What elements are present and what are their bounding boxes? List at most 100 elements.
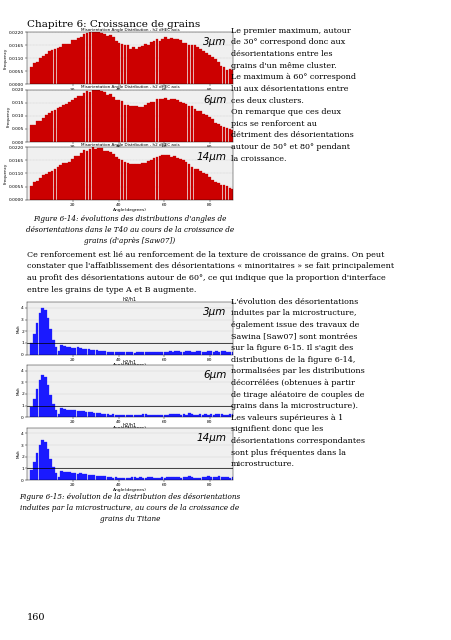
Bar bbox=[193, 109, 196, 142]
Bar bbox=[155, 415, 157, 417]
Bar bbox=[190, 352, 193, 355]
Bar bbox=[215, 351, 217, 355]
Bar bbox=[131, 352, 133, 355]
Bar bbox=[202, 51, 204, 84]
Bar bbox=[56, 48, 59, 84]
X-axis label: Angle(degrees): Angle(degrees) bbox=[113, 488, 147, 492]
Bar bbox=[169, 477, 171, 480]
Bar bbox=[199, 111, 202, 142]
Bar bbox=[131, 477, 133, 480]
Bar bbox=[150, 415, 152, 417]
Bar bbox=[65, 163, 68, 200]
Bar bbox=[141, 106, 143, 142]
Bar bbox=[106, 352, 109, 355]
Bar bbox=[82, 412, 84, 417]
Bar bbox=[38, 313, 41, 355]
Bar bbox=[220, 351, 223, 355]
Bar bbox=[228, 477, 231, 480]
Bar bbox=[219, 185, 222, 200]
Bar bbox=[68, 162, 71, 200]
Bar bbox=[68, 102, 71, 142]
Bar bbox=[100, 148, 103, 200]
Bar bbox=[161, 39, 164, 84]
Bar bbox=[94, 32, 97, 84]
Bar bbox=[182, 477, 185, 480]
Bar bbox=[54, 169, 56, 200]
Bar bbox=[204, 352, 207, 355]
Bar bbox=[226, 415, 228, 417]
Bar bbox=[222, 185, 225, 200]
Bar bbox=[128, 415, 130, 417]
Bar bbox=[209, 477, 212, 480]
Bar bbox=[193, 415, 196, 417]
Bar bbox=[62, 163, 65, 200]
Bar bbox=[94, 148, 97, 200]
Bar bbox=[155, 99, 158, 142]
Bar bbox=[85, 349, 87, 355]
Bar bbox=[201, 351, 204, 355]
Bar bbox=[139, 353, 141, 355]
Bar bbox=[226, 352, 228, 355]
Bar bbox=[112, 154, 115, 200]
Bar bbox=[166, 415, 168, 417]
Bar bbox=[190, 106, 193, 142]
Bar bbox=[66, 472, 68, 480]
Bar bbox=[90, 350, 92, 355]
Bar bbox=[190, 167, 193, 200]
Bar bbox=[220, 477, 223, 480]
Bar bbox=[196, 415, 198, 417]
Bar bbox=[57, 351, 60, 355]
Bar bbox=[170, 38, 173, 84]
Text: 14μm: 14μm bbox=[196, 433, 226, 443]
Bar bbox=[190, 477, 193, 480]
Bar bbox=[96, 413, 98, 417]
Bar bbox=[77, 348, 79, 355]
Bar bbox=[184, 163, 187, 200]
Bar bbox=[129, 49, 132, 84]
Bar bbox=[142, 477, 144, 480]
Bar bbox=[79, 411, 82, 417]
Bar bbox=[74, 156, 77, 200]
Bar bbox=[123, 352, 125, 355]
Bar bbox=[112, 414, 114, 417]
Bar bbox=[66, 410, 68, 417]
Bar bbox=[211, 57, 213, 84]
Bar bbox=[48, 51, 51, 84]
Bar bbox=[220, 414, 223, 417]
Bar bbox=[147, 45, 149, 84]
Bar bbox=[225, 128, 228, 142]
Bar bbox=[199, 172, 202, 200]
Bar bbox=[115, 415, 117, 417]
Bar bbox=[179, 415, 182, 417]
X-axis label: Angle(degrees): Angle(degrees) bbox=[113, 150, 147, 154]
Bar bbox=[188, 413, 190, 417]
Bar bbox=[33, 63, 36, 84]
Text: Chapitre 6: Croissance de grains: Chapitre 6: Croissance de grains bbox=[27, 20, 200, 29]
Bar bbox=[77, 96, 79, 142]
Bar bbox=[161, 477, 163, 480]
Bar bbox=[213, 123, 216, 142]
Text: 3μm: 3μm bbox=[203, 307, 226, 317]
Bar bbox=[207, 476, 209, 480]
Bar bbox=[51, 172, 53, 200]
Bar bbox=[152, 102, 155, 142]
Bar bbox=[144, 163, 147, 200]
Bar bbox=[123, 415, 125, 417]
Bar bbox=[117, 415, 120, 417]
Bar bbox=[55, 347, 57, 355]
Text: L'évolution des désorientations
induites par la microstructure,
également issue : L'évolution des désorientations induites… bbox=[230, 298, 364, 468]
Bar bbox=[135, 164, 138, 200]
Bar bbox=[123, 162, 126, 200]
Bar bbox=[118, 100, 120, 142]
Bar bbox=[101, 414, 103, 417]
Bar bbox=[193, 168, 196, 200]
Bar bbox=[202, 173, 204, 200]
Bar bbox=[132, 106, 135, 142]
Bar bbox=[115, 157, 117, 200]
X-axis label: Angle(degrees): Angle(degrees) bbox=[113, 426, 147, 429]
Bar bbox=[41, 308, 44, 355]
Bar bbox=[51, 50, 53, 84]
Bar bbox=[212, 477, 215, 480]
Bar bbox=[213, 182, 216, 200]
Bar bbox=[115, 477, 117, 480]
